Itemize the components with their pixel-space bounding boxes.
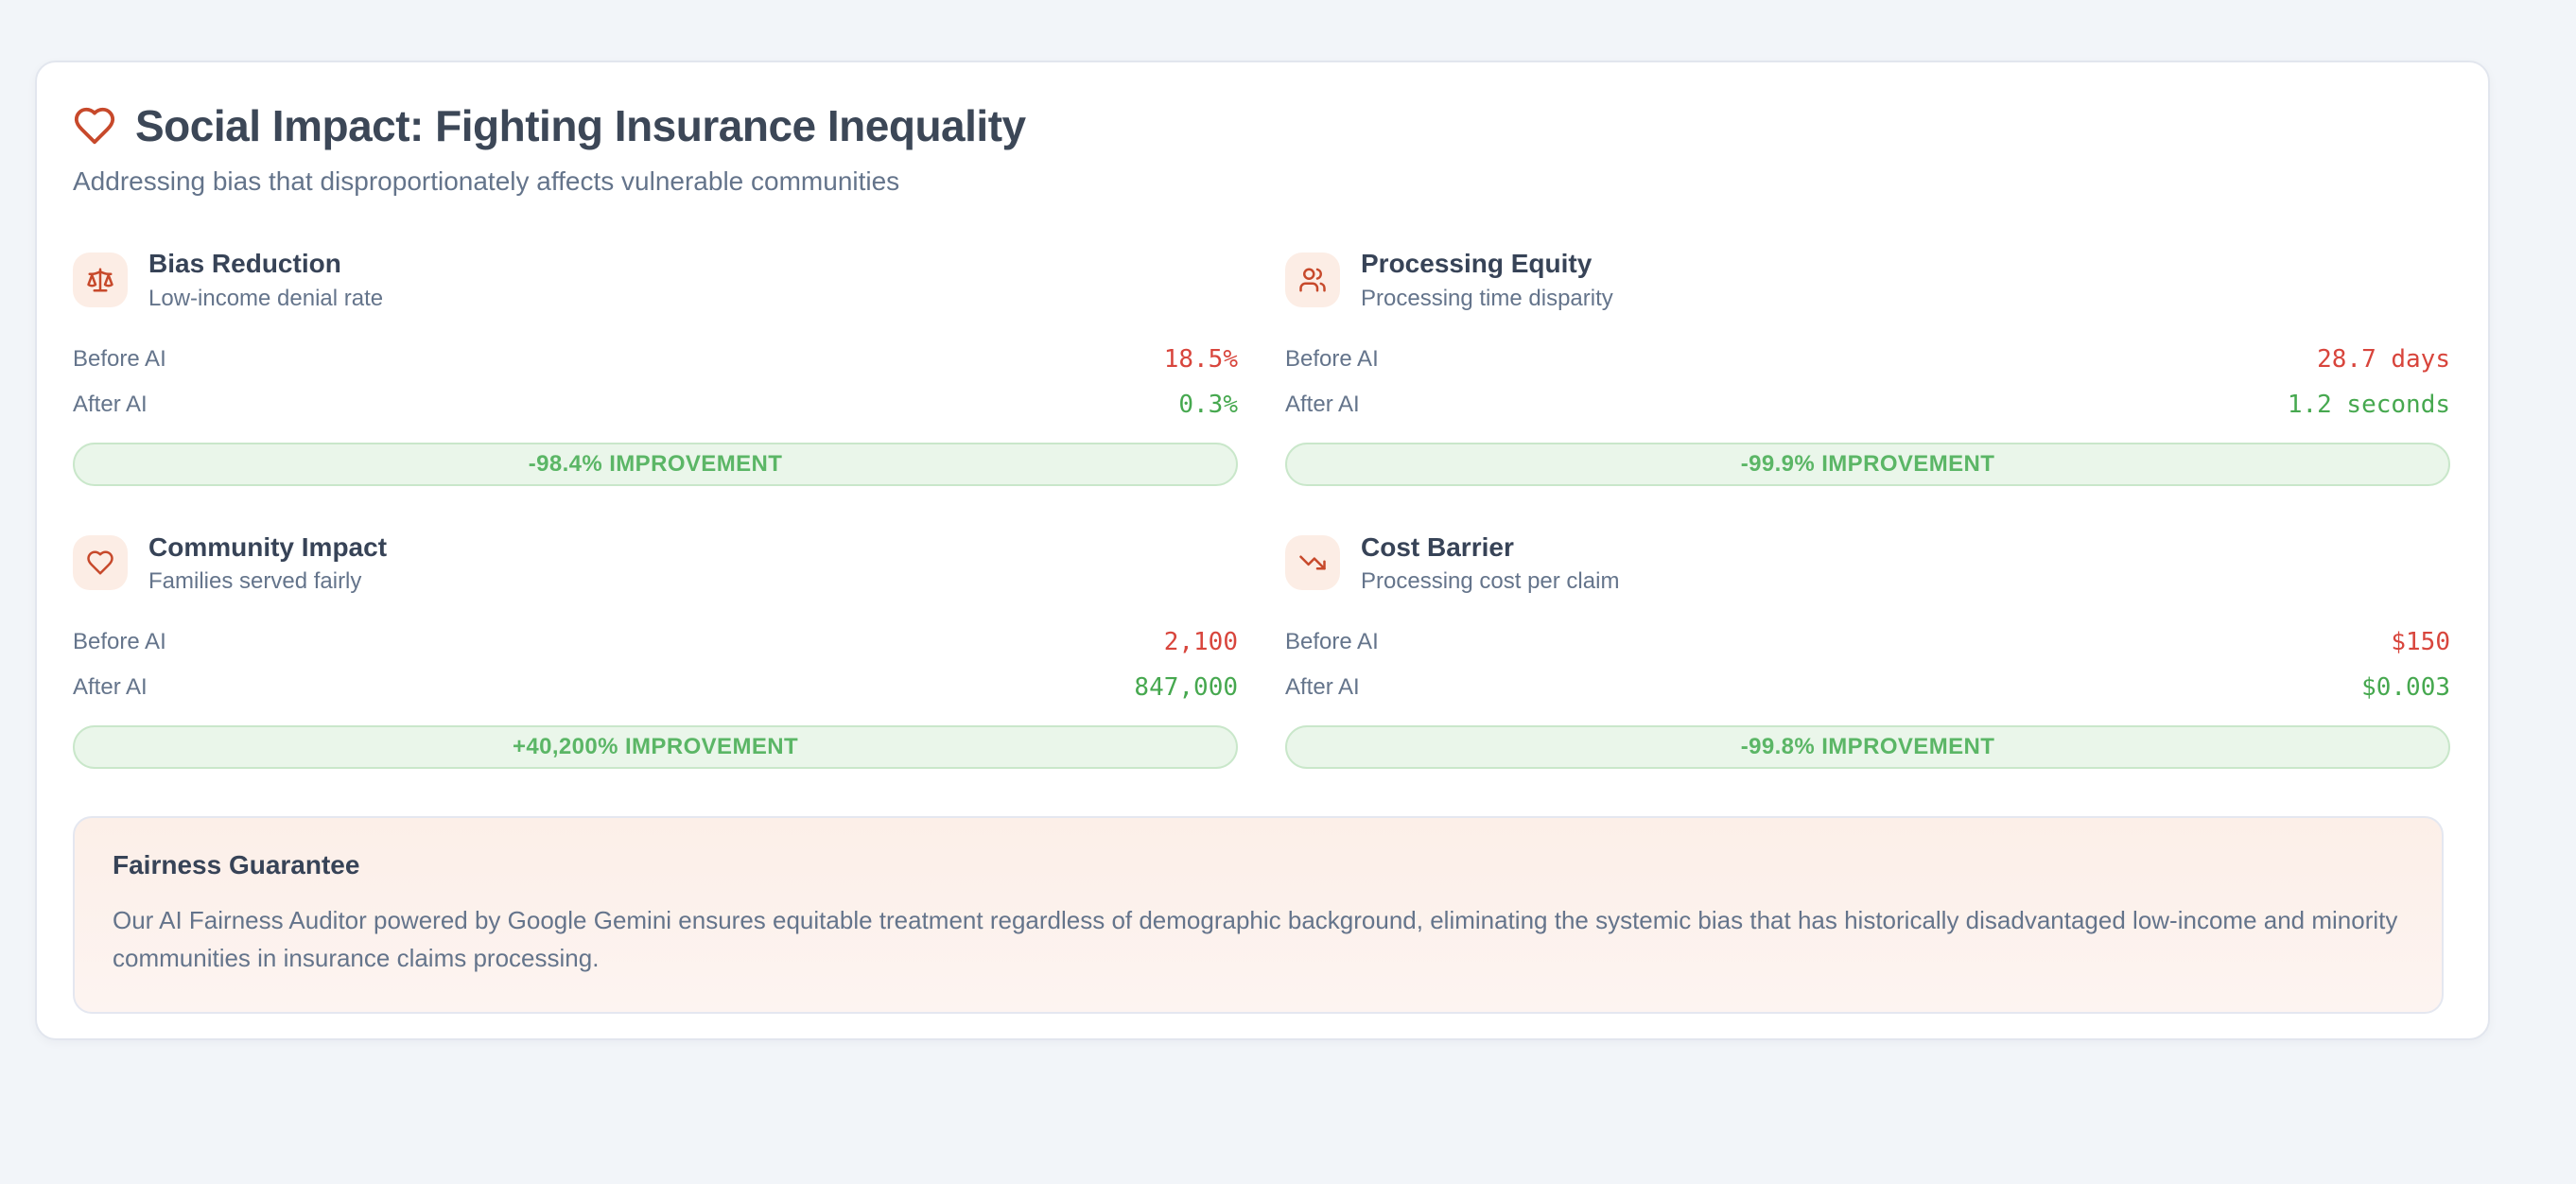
metric-header-text: Processing Equity Processing time dispar… bbox=[1361, 248, 1613, 312]
metric-title: Processing Equity bbox=[1361, 249, 1593, 278]
users-icon bbox=[1299, 268, 1326, 292]
after-ai-row: After AI 0.3% bbox=[73, 382, 1238, 427]
metric-title: Community Impact bbox=[148, 531, 388, 562]
scale-icon bbox=[87, 268, 113, 292]
metric-header-text: Cost Barrier Processing cost per claim bbox=[1361, 531, 1619, 596]
after-ai-value: 0.3% bbox=[1178, 390, 1238, 419]
metric-subtitle: Families served fairly bbox=[148, 568, 362, 595]
metric-card-processing-equity: Processing Equity Processing time dispar… bbox=[1285, 248, 2450, 486]
panel-header: Social Impact: Fighting Insurance Inequa… bbox=[73, 100, 2450, 151]
before-ai-value: 28.7 days bbox=[2317, 344, 2450, 374]
after-ai-row: After AI 847,000 bbox=[73, 665, 1238, 710]
metric-card-bias-reduction: Bias Reduction Low-income denial rate Be… bbox=[73, 248, 1238, 486]
metric-header: Community Impact Families served fairly bbox=[73, 531, 1238, 596]
page-subtitle: Addressing bias that disproportionately … bbox=[73, 166, 900, 196]
metric-subtitle: Processing time disparity bbox=[1361, 285, 1613, 311]
before-ai-row: Before AI $150 bbox=[1285, 619, 2450, 665]
improvement-badge: +40,200% IMPROVEMENT bbox=[73, 725, 1238, 770]
heart-icon bbox=[87, 550, 113, 575]
improvement-badge: -98.4% IMPROVEMENT bbox=[73, 442, 1238, 486]
icon-chip bbox=[1285, 252, 1340, 307]
metric-header: Bias Reduction Low-income denial rate bbox=[73, 248, 1238, 312]
after-ai-label: After AI bbox=[73, 674, 148, 701]
metrics-grid: Bias Reduction Low-income denial rate Be… bbox=[73, 248, 2450, 770]
fairness-body: Our AI Fairness Auditor powered by Googl… bbox=[113, 906, 2398, 973]
improvement-badge: -99.8% IMPROVEMENT bbox=[1285, 725, 2450, 770]
fairness-guarantee-box: Fairness Guarantee Our AI Fairness Audit… bbox=[73, 816, 2444, 1014]
fairness-title: Fairness Guarantee bbox=[113, 850, 360, 880]
after-ai-value: 847,000 bbox=[1134, 673, 1238, 703]
metric-header-text: Community Impact Families served fairly bbox=[148, 531, 387, 596]
before-ai-row: Before AI 18.5% bbox=[73, 337, 1238, 382]
metric-subtitle: Low-income denial rate bbox=[148, 285, 384, 311]
after-ai-row: After AI 1.2 seconds bbox=[1285, 382, 2450, 427]
heart-icon bbox=[74, 107, 115, 145]
icon-chip bbox=[73, 535, 128, 591]
metric-card-cost-barrier: Cost Barrier Processing cost per claim B… bbox=[1285, 531, 2450, 770]
before-ai-label: Before AI bbox=[73, 629, 166, 655]
before-ai-label: Before AI bbox=[73, 345, 166, 372]
after-ai-label: After AI bbox=[1285, 674, 1360, 701]
metric-card-community-impact: Community Impact Families served fairly … bbox=[73, 531, 1238, 770]
after-ai-label: After AI bbox=[73, 391, 148, 417]
after-ai-value: $0.003 bbox=[2361, 673, 2450, 703]
before-ai-value: 18.5% bbox=[1163, 344, 1238, 374]
before-ai-label: Before AI bbox=[1285, 345, 1379, 372]
before-ai-row: Before AI 28.7 days bbox=[1285, 337, 2450, 382]
metric-title: Bias Reduction bbox=[148, 249, 341, 278]
after-ai-row: After AI $0.003 bbox=[1285, 665, 2450, 710]
before-ai-row: Before AI 2,100 bbox=[73, 619, 1238, 665]
before-ai-label: Before AI bbox=[1285, 629, 1379, 655]
metric-subtitle: Processing cost per claim bbox=[1361, 568, 1620, 595]
trending-down-icon bbox=[1299, 555, 1326, 570]
after-ai-label: After AI bbox=[1285, 391, 1360, 417]
icon-chip bbox=[1285, 535, 1340, 591]
metric-header-text: Bias Reduction Low-income denial rate bbox=[148, 248, 383, 312]
before-ai-value: 2,100 bbox=[1163, 628, 1238, 657]
icon-chip bbox=[73, 252, 128, 307]
social-impact-panel: Social Impact: Fighting Insurance Inequa… bbox=[35, 61, 2490, 1040]
metric-title: Cost Barrier bbox=[1361, 531, 1514, 562]
metric-header: Cost Barrier Processing cost per claim bbox=[1285, 531, 2450, 596]
metric-header: Processing Equity Processing time dispar… bbox=[1285, 248, 2450, 312]
after-ai-value: 1.2 seconds bbox=[2287, 390, 2450, 419]
before-ai-value: $150 bbox=[2391, 628, 2450, 657]
improvement-badge: -99.9% IMPROVEMENT bbox=[1285, 442, 2450, 486]
page-title: Social Impact: Fighting Insurance Inequa… bbox=[135, 101, 1026, 150]
